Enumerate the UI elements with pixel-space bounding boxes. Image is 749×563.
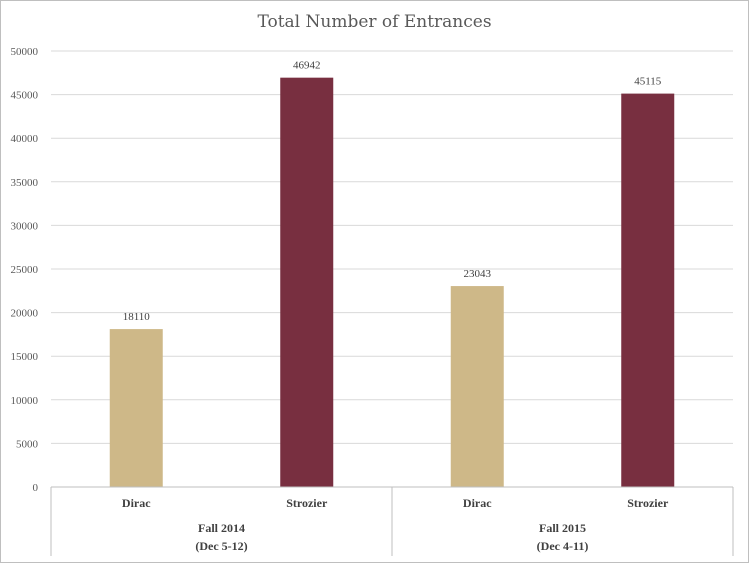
group-sublabel: (Dec 5-12) [195, 539, 247, 553]
x-category-label: Strozier [286, 496, 328, 510]
data-label: 23043 [464, 268, 492, 280]
bar-strozier [621, 93, 675, 487]
group-label: Fall 2014 [198, 521, 245, 535]
group-sublabel: (Dec 4-11) [537, 539, 589, 553]
bar-strozier [280, 77, 334, 487]
y-tick-label: 40000 [11, 133, 39, 145]
y-tick-label: 15000 [11, 351, 39, 363]
y-tick-label: 10000 [11, 395, 39, 407]
y-tick-label: 20000 [11, 308, 39, 320]
x-category-label: Dirac [122, 496, 151, 510]
y-tick-label: 0 [33, 482, 39, 494]
x-category-label: Dirac [463, 496, 492, 510]
y-tick-label: 30000 [11, 220, 39, 232]
y-tick-label: 25000 [11, 264, 39, 276]
y-tick-label: 35000 [11, 177, 39, 189]
y-tick-label: 50000 [11, 46, 39, 58]
bar-dirac [109, 329, 163, 487]
x-category-label: Strozier [627, 496, 669, 510]
y-tick-label: 5000 [16, 438, 39, 450]
data-label: 46942 [293, 60, 321, 72]
data-label: 18110 [123, 311, 151, 323]
y-tick-label: 45000 [11, 90, 39, 102]
bar-dirac [450, 286, 504, 487]
group-label: Fall 2015 [539, 521, 586, 535]
data-label: 45115 [634, 76, 662, 88]
chart-title: Total Number of Entrances [257, 12, 491, 32]
